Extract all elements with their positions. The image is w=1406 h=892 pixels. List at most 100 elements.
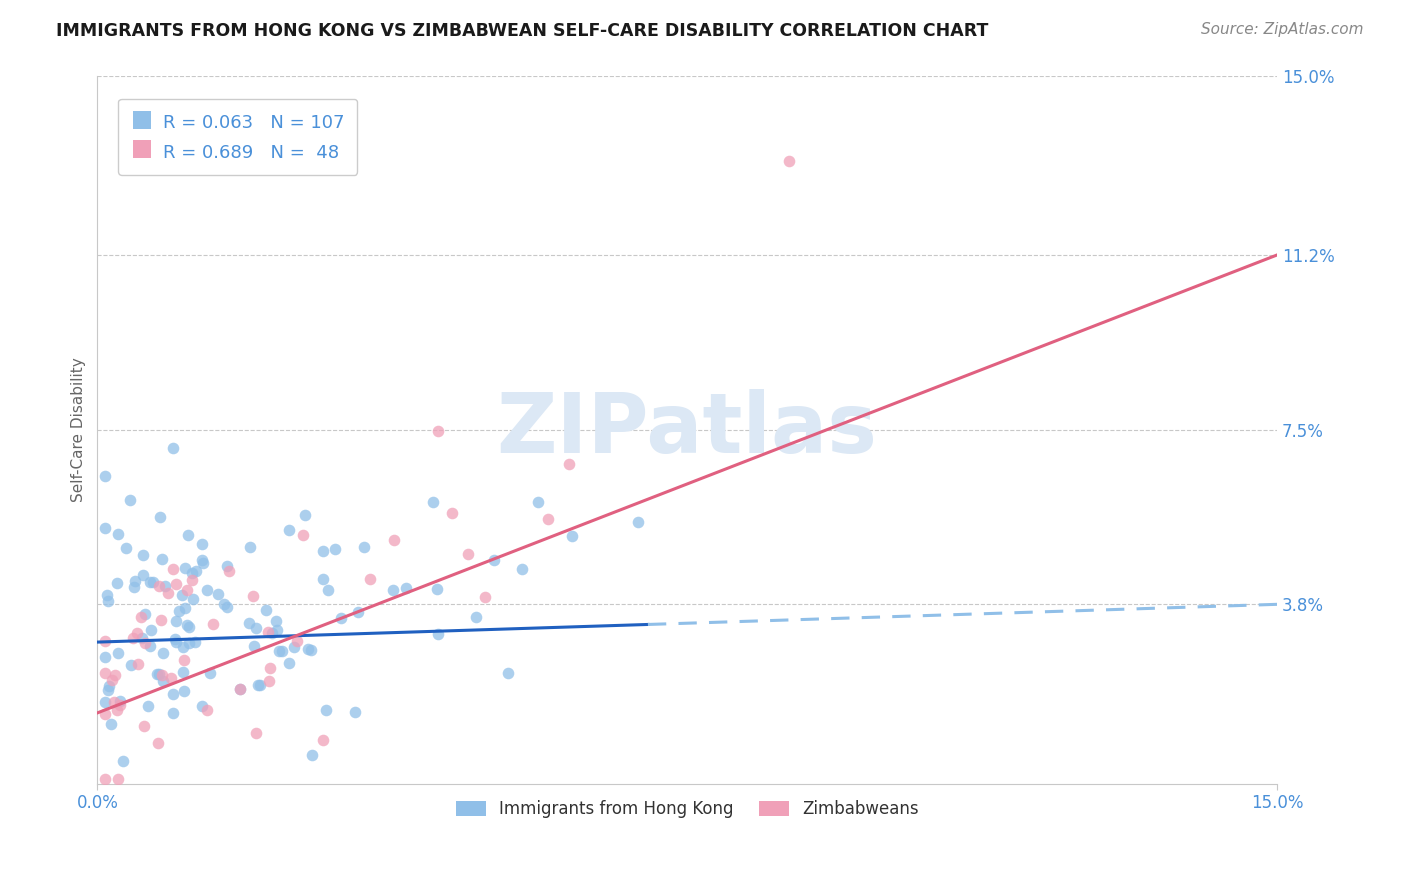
Point (238, 540, 260, 554)
Point (136, 698, 159, 713)
Point (558, 457, 581, 471)
Point (312, 544, 335, 558)
Text: IMMIGRANTS FROM HONG KONG VS ZIMBABWEAN SELF-CARE DISABILITY CORRELATION CHART: IMMIGRANTS FROM HONG KONG VS ZIMBABWEAN … (56, 22, 988, 40)
Point (170, 588, 193, 602)
Point (127, 657, 149, 672)
Point (264, 615, 287, 629)
Point (104, 668, 127, 682)
Point (343, 705, 366, 719)
Point (105, 703, 128, 717)
Point (207, 587, 229, 601)
Point (285, 633, 308, 648)
Point (110, 698, 132, 713)
Point (172, 665, 194, 679)
Point (278, 523, 301, 537)
Point (124, 580, 146, 594)
Point (172, 640, 194, 654)
Point (266, 623, 288, 637)
Point (283, 640, 305, 654)
Point (465, 609, 488, 624)
Point (180, 566, 202, 580)
Point (165, 577, 187, 591)
Point (134, 607, 156, 621)
Point (173, 560, 195, 574)
Point (179, 620, 201, 634)
Point (94, 706, 117, 721)
Point (125, 626, 148, 640)
Point (510, 561, 533, 575)
Point (316, 583, 339, 598)
Point (330, 610, 353, 624)
Point (291, 528, 314, 542)
Point (426, 424, 449, 438)
Point (165, 614, 187, 628)
Point (165, 632, 187, 646)
Point (176, 618, 198, 632)
Point (359, 572, 381, 586)
Point (138, 574, 160, 589)
Point (537, 512, 560, 526)
Point (482, 553, 505, 567)
Y-axis label: Self-Care Disability: Self-Care Disability (72, 358, 86, 502)
Point (353, 541, 375, 555)
Point (173, 653, 195, 667)
Point (259, 661, 281, 675)
Point (155, 579, 177, 593)
Point (118, 492, 141, 507)
Point (229, 681, 252, 696)
Point (382, 533, 405, 548)
Point (94, 634, 117, 648)
Point (174, 601, 197, 615)
Point (426, 582, 449, 596)
Point (94, 469, 117, 483)
Point (214, 597, 236, 611)
Point (139, 624, 162, 638)
Point (159, 671, 181, 685)
Point (218, 565, 240, 579)
Point (238, 616, 260, 631)
Point (142, 574, 165, 589)
Point (148, 667, 170, 681)
Point (184, 564, 207, 578)
Legend: Immigrants from Hong Kong, Zimbabweans: Immigrants from Hong Kong, Zimbabweans (449, 794, 925, 825)
Point (311, 572, 333, 586)
Text: ZIPatlas: ZIPatlas (496, 389, 877, 470)
Point (245, 725, 267, 739)
Point (395, 581, 418, 595)
Point (94, 649, 117, 664)
Point (426, 627, 449, 641)
Point (247, 678, 270, 692)
Point (120, 657, 142, 672)
Point (381, 582, 404, 597)
Point (312, 733, 335, 747)
Point (181, 573, 204, 587)
Point (162, 687, 184, 701)
Point (474, 591, 496, 605)
Point (157, 586, 180, 600)
Point (294, 508, 316, 522)
Point (627, 515, 650, 529)
Point (177, 528, 200, 542)
Point (270, 643, 292, 657)
Point (315, 703, 337, 717)
Point (167, 604, 190, 618)
Point (134, 719, 156, 733)
Point (162, 562, 184, 576)
Point (229, 682, 252, 697)
Point (100, 716, 122, 731)
Point (108, 694, 131, 708)
Point (97, 683, 120, 698)
Point (347, 605, 370, 619)
Point (162, 442, 184, 456)
Point (152, 646, 174, 660)
Point (152, 673, 174, 688)
Point (323, 541, 346, 556)
Point (262, 626, 284, 640)
Point (184, 635, 207, 649)
Point (94, 695, 117, 709)
Point (191, 536, 214, 550)
Point (191, 699, 214, 714)
Text: Source: ZipAtlas.com: Source: ZipAtlas.com (1201, 22, 1364, 37)
Point (152, 668, 174, 682)
Point (96, 588, 118, 602)
